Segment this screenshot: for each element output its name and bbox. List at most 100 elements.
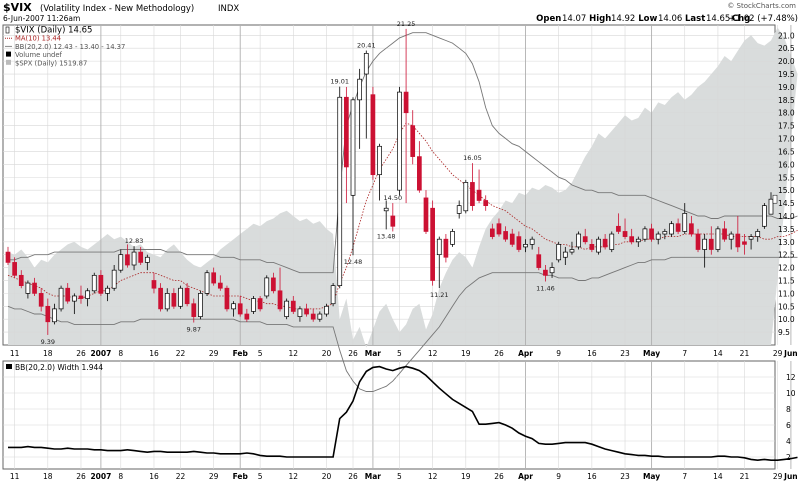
candle-body [71,295,77,302]
price-tick-label: 17.5 [778,122,795,131]
candle-body [164,293,170,310]
candle [695,228,701,253]
candle-body [503,231,508,240]
candle [397,86,402,196]
x-tick-label: 14 [713,349,723,358]
x-tick-label-lower: May [643,472,660,481]
candle [271,272,276,294]
candle [496,218,502,237]
candle [98,270,104,296]
candle [629,228,635,245]
candlestick-series [5,28,774,335]
candle-body [410,125,416,157]
price-tick-label: 19.5 [778,70,795,79]
price-tick-label: 13.5 [778,225,795,234]
candle-body [562,251,568,258]
candle [178,285,183,309]
x-tick-label-lower: 29 [209,472,219,481]
x-tick-label-lower: 9 [556,472,561,481]
candle-body [363,53,369,75]
candle-body [523,244,528,248]
candle [105,285,110,302]
price-annotation: 19.01 [330,78,349,86]
x-tick-label: 12 [428,349,438,358]
candle [642,226,648,242]
x-tick-label-lower: 22 [176,472,186,481]
candle [317,311,323,322]
candle [456,200,462,219]
candle-body [85,290,90,299]
candle-body [476,189,482,201]
chg-label: Chg [732,14,750,24]
candle-body [735,233,741,248]
candle [131,246,137,271]
candle-body [377,145,382,176]
x-tick-label: 26 [76,349,86,358]
candle-body [52,308,57,323]
candle [85,288,90,307]
candle [38,288,44,312]
legend-item: BB(20,2.0) 12.43 - 13.40 - 14.37 [5,43,125,51]
candle [52,303,57,325]
candle [138,246,144,265]
price-annotations: 9.39 12.83 9.87 19.01 14.50 12.48 20.41 21.25 13… [41,20,778,346]
candle [184,283,190,307]
width-tick-label: 6 [786,421,791,430]
candle [204,270,210,296]
candle-body [217,282,223,289]
candle-body [423,197,429,232]
x-tick-label-lower: 12 [428,472,438,481]
candle-body [708,238,714,250]
candle-body [509,233,515,245]
candle-body [762,205,767,227]
x-tick-label-lower: 26 [348,472,358,481]
candle [224,285,230,312]
candle [662,228,668,240]
quote-summary: Open 14.07 High 14.92 Low 14.06 Last 14.… [536,14,798,24]
candle-body [98,274,104,294]
exchange-label: INDX [218,4,239,14]
candle [489,223,495,240]
candle-body [556,244,562,261]
candle-body [337,96,343,286]
x-tick-label-lower: Feb [233,472,249,481]
price-annotation: 9.39 [41,338,55,346]
candle-body [224,287,230,310]
candle [529,236,535,250]
candle-body [662,231,668,235]
candle-body [470,182,475,206]
candle [463,179,469,214]
candle [430,200,435,286]
low-value: 14.06 [658,14,682,24]
x-tick-label-lower: 26 [494,472,504,481]
candle [297,306,303,322]
price-tick-label: 11.0 [778,289,795,298]
legend-item: Volume undef [6,51,63,59]
candle-body [463,182,469,212]
spx-area [8,27,798,348]
candle-body [596,238,601,253]
candle [569,241,575,255]
candle [649,223,654,242]
price-tick-label: 12.5 [778,251,795,260]
x-tick-label-lower: 5 [258,472,263,481]
price-tick-label: 10.0 [778,315,795,324]
x-tick-label: 19 [461,349,471,358]
candle [689,215,694,237]
candle [556,241,562,263]
candle-body [178,287,183,307]
legend-swatch [5,26,10,34]
x-tick-label-lower: 16 [149,472,159,481]
bb-lower-line [7,256,798,392]
x-tick-label-lower: Jun [783,472,797,481]
candle [655,231,661,245]
last-price-marker [772,194,778,204]
candle-body [357,78,362,101]
candle [562,246,568,265]
candle [476,169,482,204]
candle-body [417,156,422,191]
candle [370,86,376,180]
candle-body [198,293,203,317]
price-annotation: 16.05 [463,154,482,162]
